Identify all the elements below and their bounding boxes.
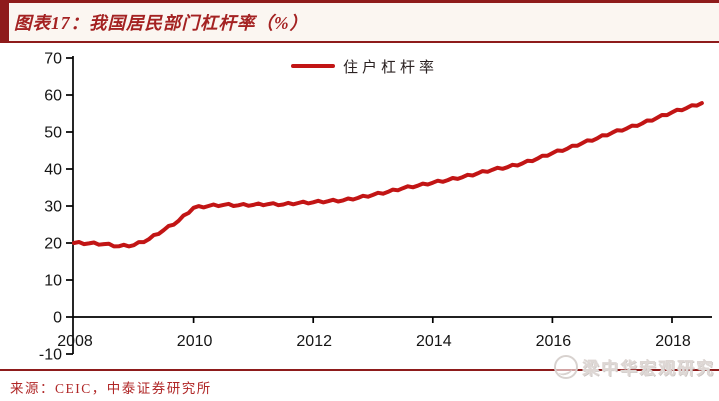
y-tick-label: -10 (39, 347, 62, 364)
chart-legend: 住户杠杆率 (291, 58, 439, 76)
y-tick-label: 10 (44, 273, 62, 290)
figure-title: 图表17：我国居民部门杠杆率（%） (14, 12, 309, 33)
header-accent-bar (0, 3, 9, 41)
y-tick-label: 50 (44, 125, 62, 142)
x-tick-label: 2018 (655, 333, 691, 350)
x-tick-label: 2012 (296, 333, 332, 350)
x-tick-label: 2008 (57, 333, 93, 350)
x-tick-label: 2014 (416, 333, 452, 350)
legend-line-swatch (291, 64, 335, 68)
legend-label: 住户杠杆率 (343, 59, 439, 76)
y-tick-label: 70 (44, 51, 62, 68)
x-tick-label: 2016 (536, 333, 572, 350)
y-tick-label: 0 (53, 310, 62, 327)
source-note: 来源：CEIC，中泰证券研究所 (10, 381, 212, 396)
figure-header: 图表17：我国居民部门杠杆率（%） (0, 0, 719, 43)
watermark-text: 梁中华宏观研究 (582, 359, 715, 378)
x-tick-label: 2010 (177, 333, 213, 350)
y-tick-label: 20 (44, 236, 62, 253)
footer-divider (0, 369, 719, 371)
household-leverage-line (72, 101, 704, 249)
y-tick-label: 30 (44, 199, 62, 216)
y-tick-label: 60 (44, 88, 62, 105)
watermark-logo-icon (554, 354, 578, 379)
watermark: 梁中华宏观研究 (554, 354, 715, 379)
y-tick-label: 40 (44, 162, 62, 179)
